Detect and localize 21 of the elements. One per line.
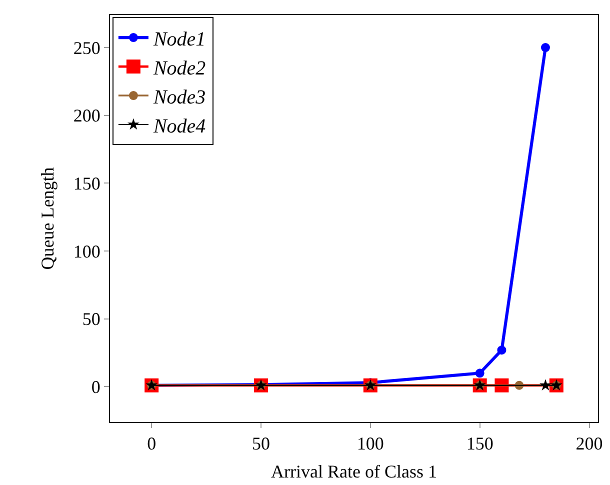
- x-tick-label: 100: [356, 434, 384, 454]
- y-tick-label: 200: [73, 106, 100, 126]
- y-axis-title: Queue Length: [38, 167, 58, 270]
- point: [475, 368, 484, 378]
- y-tick-label: 0: [91, 377, 100, 398]
- y-tick-label: 100: [73, 241, 100, 262]
- x-tick-label: 0: [147, 434, 156, 454]
- legend-label: Node1: [152, 28, 206, 50]
- point: [539, 379, 552, 390]
- point: [497, 346, 506, 355]
- y-tick-label: 50: [82, 309, 100, 330]
- legend-label: Node2: [152, 57, 206, 80]
- point: [540, 43, 550, 52]
- x-tick-label: 200: [576, 434, 603, 454]
- legend-label: Node3: [152, 86, 206, 108]
- x-axis-title: Arrival Rate of Class 1: [271, 462, 437, 482]
- y-tick-label: 250: [73, 38, 100, 58]
- x-tick-label: 150: [466, 434, 494, 454]
- legend-label: Node4: [152, 115, 206, 138]
- y-tick-label: 150: [73, 174, 100, 194]
- x-tick-label: 50: [252, 434, 270, 454]
